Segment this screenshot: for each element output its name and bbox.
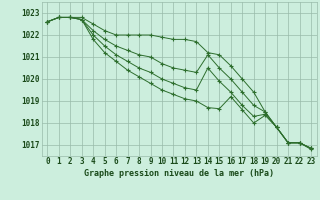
X-axis label: Graphe pression niveau de la mer (hPa): Graphe pression niveau de la mer (hPa): [84, 169, 274, 178]
